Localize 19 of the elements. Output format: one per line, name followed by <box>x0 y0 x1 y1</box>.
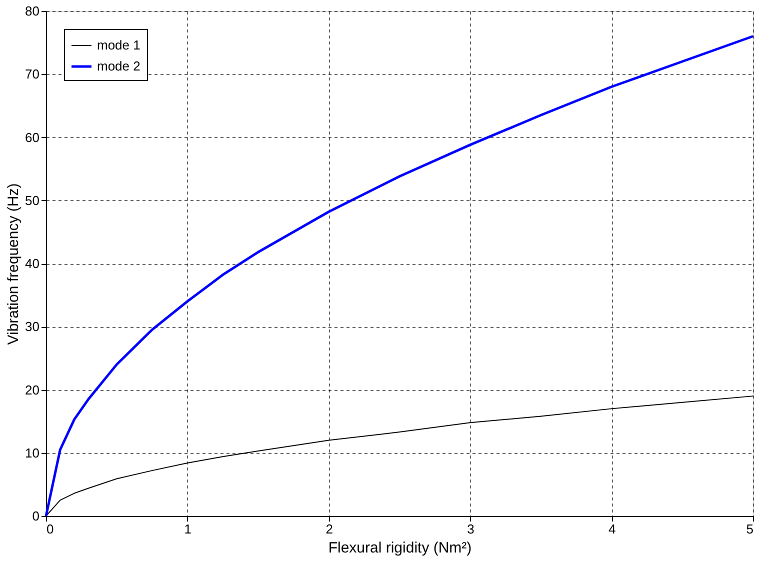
y-tick-label: 30 <box>25 319 40 334</box>
legend-label: mode 1 <box>97 38 140 52</box>
x-tick-label: 4 <box>608 522 616 536</box>
x-tick-label: 1 <box>184 522 192 536</box>
y-tick-label: 80 <box>25 4 40 18</box>
legend-label: mode 2 <box>97 58 140 74</box>
y-tick-label: 0 <box>32 508 40 524</box>
x-tick-label: 3 <box>467 522 474 536</box>
y-tick-label: 40 <box>25 256 40 271</box>
y-tick-label: 50 <box>25 192 40 208</box>
y-tick-label: 70 <box>25 66 40 82</box>
x-tick-label: 2 <box>326 522 333 536</box>
y-tick-label: 60 <box>25 130 40 145</box>
x-tick-label: 5 <box>746 522 754 536</box>
y-axis-title: Vibration frequency (Hz) <box>5 183 22 345</box>
x-axis-title: Flexural rigidity (Nm²) <box>328 540 472 556</box>
x-tick-label: 0 <box>46 522 54 536</box>
y-tick-label: 20 <box>25 382 40 398</box>
y-tick-label: 10 <box>25 445 40 460</box>
